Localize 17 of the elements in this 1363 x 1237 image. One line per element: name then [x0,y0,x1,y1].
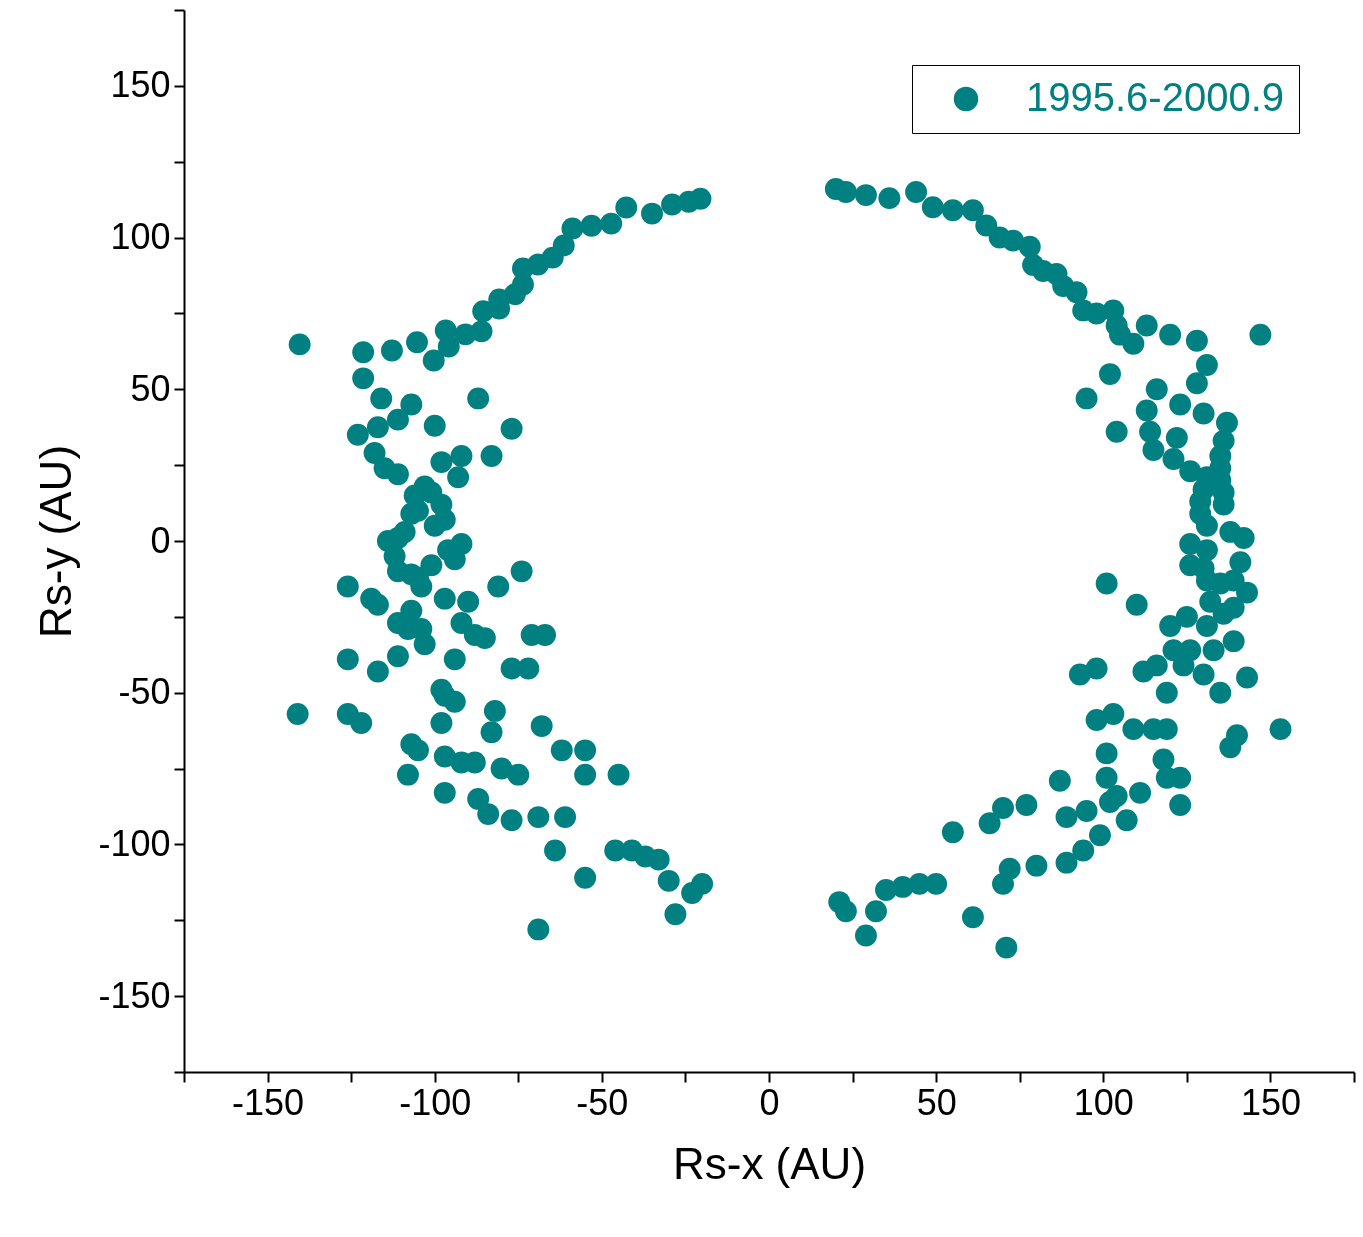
x-tick-label: 50 [916,1081,957,1123]
x-tick-label: -100 [399,1081,472,1123]
x-axis-title: Rs-x (AU) [672,1138,867,1188]
x-tick-label: -50 [576,1081,629,1123]
legend-label: 1995.6-2000.9 [1026,75,1285,119]
y-axis-title: Rs-y (AU) [31,444,81,639]
x-tick-label: 0 [759,1081,780,1123]
y-tick-label: -100 [98,822,171,864]
y-tick-label: 50 [130,367,171,409]
y-tick-label: -150 [98,974,171,1016]
y-tick-label: 100 [110,216,171,258]
x-tick-label: 100 [1073,1081,1134,1123]
y-tick-label: 150 [110,64,171,106]
x-tick-label: 150 [1240,1081,1301,1123]
y-tick-label: -50 [118,671,171,713]
y-tick-label: 0 [150,519,171,561]
x-tick-label: -150 [232,1081,305,1123]
